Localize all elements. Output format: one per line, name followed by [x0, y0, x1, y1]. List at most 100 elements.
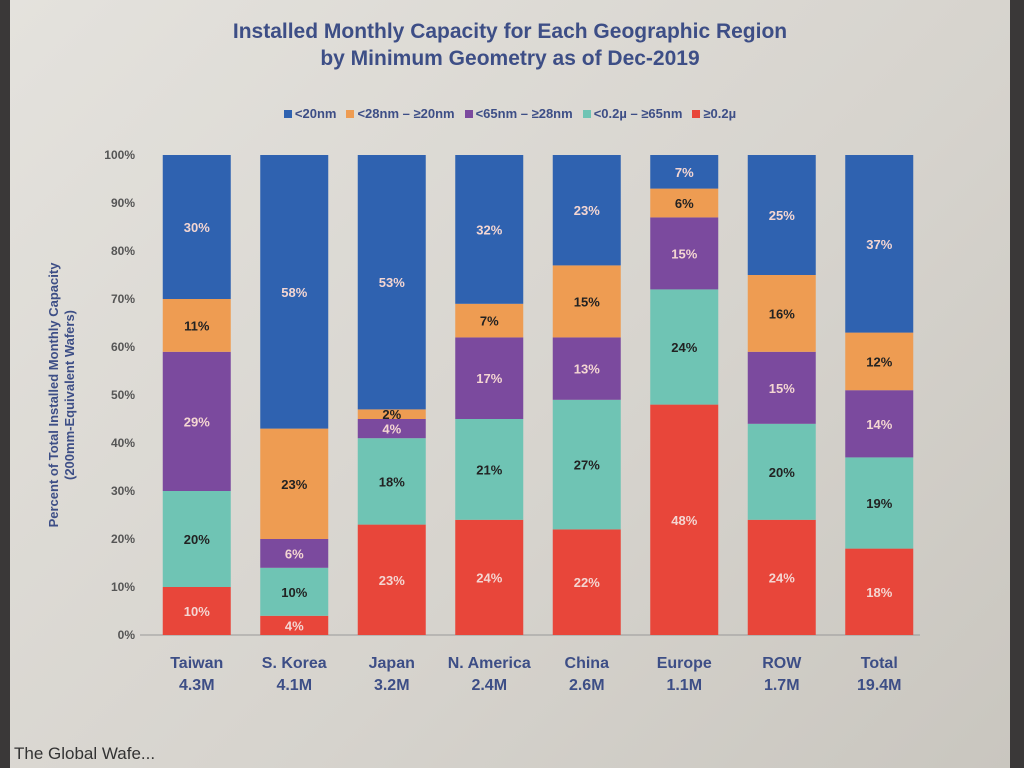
bar-segment — [260, 539, 329, 568]
data-label: 17% — [476, 371, 502, 386]
category-total: 19.4M — [857, 677, 901, 694]
bar-segment — [357, 409, 426, 419]
bar-segment — [357, 524, 426, 635]
legend-label: <28nm – ≥20nm — [357, 106, 455, 121]
category-total: 2.4M — [471, 677, 507, 694]
y-tick-label: 40% — [111, 436, 135, 450]
y-tick-label: 0% — [118, 628, 136, 642]
data-label: 23% — [379, 573, 405, 588]
category-total: 3.2M — [374, 677, 410, 694]
data-label: 25% — [769, 208, 795, 223]
x-tick-label: Europe — [657, 655, 712, 672]
legend: <20nm <28nm – ≥20nm <65nm – ≥28nm <0.2µ – ≥… — [10, 106, 1010, 121]
x-tick-label: Japan — [369, 655, 415, 672]
bar-segment — [650, 155, 719, 189]
bar-segment — [747, 155, 816, 275]
x-tick-label: ROW — [762, 655, 802, 672]
category-total: 2.6M — [569, 677, 605, 694]
legend-swatch — [283, 110, 292, 118]
bar-segment — [260, 615, 329, 635]
chart-page: 0% 10% 20% 30% 40% 50% 60% 70% 80% 90% 100% Percent… — [10, 0, 1010, 768]
legend-label: <20nm — [294, 106, 337, 121]
legend-swatch — [464, 110, 473, 118]
y-tick-label: 60% — [111, 340, 135, 354]
data-label: 15% — [574, 294, 600, 309]
category-total: 4.1M — [276, 677, 312, 694]
y-tick-label: 20% — [111, 532, 135, 546]
x-tick-label: China — [565, 655, 610, 672]
bar-segment — [845, 548, 914, 635]
data-label: 53% — [379, 275, 405, 290]
bar-segment — [455, 303, 524, 338]
category-total: 4.3M — [179, 677, 215, 694]
bar-segment — [162, 351, 231, 491]
y-tick-label: 90% — [111, 196, 135, 210]
data-label: 48% — [671, 513, 697, 528]
y-tick-label: 10% — [111, 580, 135, 594]
data-label: 27% — [574, 458, 600, 473]
y-axis-label-2: (200mm-Equivalent Wafers) — [62, 310, 77, 480]
y-tick-label: 80% — [111, 244, 135, 258]
bar-segment — [845, 332, 914, 391]
bar-segment — [357, 155, 426, 410]
data-label: 30% — [184, 220, 210, 235]
x-tick-label: Taiwan — [170, 655, 223, 672]
x-tick-label: N. America — [448, 655, 531, 672]
data-label: 2% — [382, 407, 401, 422]
data-label: 18% — [866, 585, 892, 600]
bar-segment — [845, 390, 914, 458]
bar-segment — [162, 299, 231, 352]
chart-title: Installed Monthly Capacity for Each Geog… — [10, 18, 1010, 72]
legend-swatch — [582, 110, 591, 118]
data-label: 18% — [379, 474, 405, 489]
bar-segment — [552, 399, 621, 530]
data-label: 23% — [574, 203, 600, 218]
bar-segment — [552, 529, 621, 635]
data-label: 13% — [574, 362, 600, 377]
data-label: 14% — [866, 417, 892, 432]
bar-segment — [455, 337, 524, 419]
bar-segment — [650, 289, 719, 405]
y-tick-label: 30% — [111, 484, 135, 498]
x-tick-label: Total — [861, 655, 898, 672]
bar-segment — [260, 155, 329, 429]
data-label: 32% — [476, 222, 502, 237]
bar-segment — [162, 587, 231, 635]
legend-item: <0.2µ – ≥65nm — [582, 106, 682, 121]
bar-segment — [747, 275, 816, 352]
data-label: 20% — [184, 532, 210, 547]
data-label: 24% — [476, 570, 502, 585]
x-tick-label: S. Korea — [262, 655, 327, 672]
bar-segment — [650, 188, 719, 218]
data-label: 22% — [574, 575, 600, 590]
data-label: 37% — [866, 237, 892, 252]
data-label: 23% — [281, 477, 307, 492]
legend-swatch — [692, 110, 701, 118]
y-tick-label: 70% — [111, 292, 135, 306]
data-label: 58% — [281, 285, 307, 300]
data-label: 20% — [769, 465, 795, 480]
data-label: 15% — [769, 381, 795, 396]
title-line-2: by Minimum Geometry as of Dec-2019 — [320, 47, 700, 70]
bar-segment — [552, 337, 621, 400]
data-label: 4% — [382, 422, 401, 437]
bar-segment — [552, 265, 621, 338]
y-tick-label: 50% — [111, 388, 135, 402]
legend-label: ≥0.2µ — [703, 106, 737, 121]
bar-segment — [162, 155, 231, 299]
bar-segment — [162, 491, 231, 587]
bar-segment — [357, 419, 426, 439]
data-label: 15% — [671, 246, 697, 261]
bar-segment — [845, 457, 914, 549]
data-label: 16% — [769, 306, 795, 321]
category-total: 1.1M — [666, 677, 702, 694]
bar-segment — [455, 519, 524, 635]
data-label: 11% — [184, 318, 210, 333]
data-label: 24% — [769, 570, 795, 585]
legend-item: <28nm – ≥20nm — [346, 106, 455, 121]
data-label: 24% — [671, 340, 697, 355]
footer-text: The Global Wafe... — [14, 744, 156, 763]
bar-segment — [455, 155, 524, 304]
data-label: 6% — [675, 196, 694, 211]
bar-segment — [747, 519, 816, 635]
